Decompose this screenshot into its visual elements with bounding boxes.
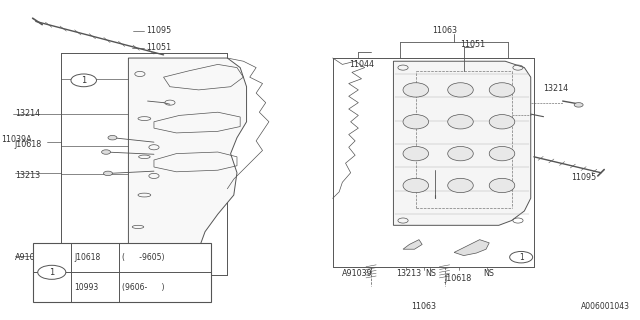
Text: 13213: 13213 xyxy=(397,268,422,278)
Text: J10618: J10618 xyxy=(15,140,42,149)
Circle shape xyxy=(71,74,97,87)
Polygon shape xyxy=(394,61,531,225)
Circle shape xyxy=(509,252,532,263)
Text: (9606-      ): (9606- ) xyxy=(122,283,164,292)
Text: 1: 1 xyxy=(81,76,86,85)
Text: J10618: J10618 xyxy=(445,274,472,283)
Text: (      -9605): ( -9605) xyxy=(122,253,164,262)
Polygon shape xyxy=(454,240,489,256)
Circle shape xyxy=(102,150,111,154)
Ellipse shape xyxy=(489,178,515,193)
Text: A91039: A91039 xyxy=(342,268,373,278)
Polygon shape xyxy=(403,240,422,249)
FancyBboxPatch shape xyxy=(33,243,211,302)
Text: A91039: A91039 xyxy=(15,253,45,262)
Text: NS: NS xyxy=(483,268,494,278)
Text: 11044: 11044 xyxy=(349,60,374,69)
Ellipse shape xyxy=(489,83,515,97)
Text: 13213: 13213 xyxy=(15,171,40,180)
Text: 11095: 11095 xyxy=(571,173,596,182)
Circle shape xyxy=(104,171,113,176)
Text: 13214: 13214 xyxy=(543,84,568,93)
Ellipse shape xyxy=(489,115,515,129)
Circle shape xyxy=(574,103,583,107)
Text: NS: NS xyxy=(426,268,436,278)
Ellipse shape xyxy=(403,115,429,129)
Text: 1: 1 xyxy=(49,268,54,277)
Polygon shape xyxy=(129,58,246,275)
Ellipse shape xyxy=(448,147,473,161)
Text: 11044: 11044 xyxy=(162,292,187,301)
Ellipse shape xyxy=(448,115,473,129)
Text: 11039A: 11039A xyxy=(1,135,31,144)
Circle shape xyxy=(108,135,117,140)
Text: 11051: 11051 xyxy=(461,40,486,49)
Text: 1: 1 xyxy=(519,253,524,262)
Ellipse shape xyxy=(489,147,515,161)
Text: J10618: J10618 xyxy=(74,253,100,262)
Ellipse shape xyxy=(403,178,429,193)
Circle shape xyxy=(38,265,66,279)
Ellipse shape xyxy=(448,83,473,97)
Ellipse shape xyxy=(403,83,429,97)
Ellipse shape xyxy=(448,178,473,193)
Text: 10993: 10993 xyxy=(74,283,99,292)
Text: 11063: 11063 xyxy=(432,27,457,36)
Ellipse shape xyxy=(403,147,429,161)
Text: 13214: 13214 xyxy=(15,109,40,118)
Text: 11063: 11063 xyxy=(412,302,436,311)
Text: A006001043: A006001043 xyxy=(580,302,630,311)
Text: 11051: 11051 xyxy=(147,43,172,52)
Text: 11095: 11095 xyxy=(147,27,172,36)
